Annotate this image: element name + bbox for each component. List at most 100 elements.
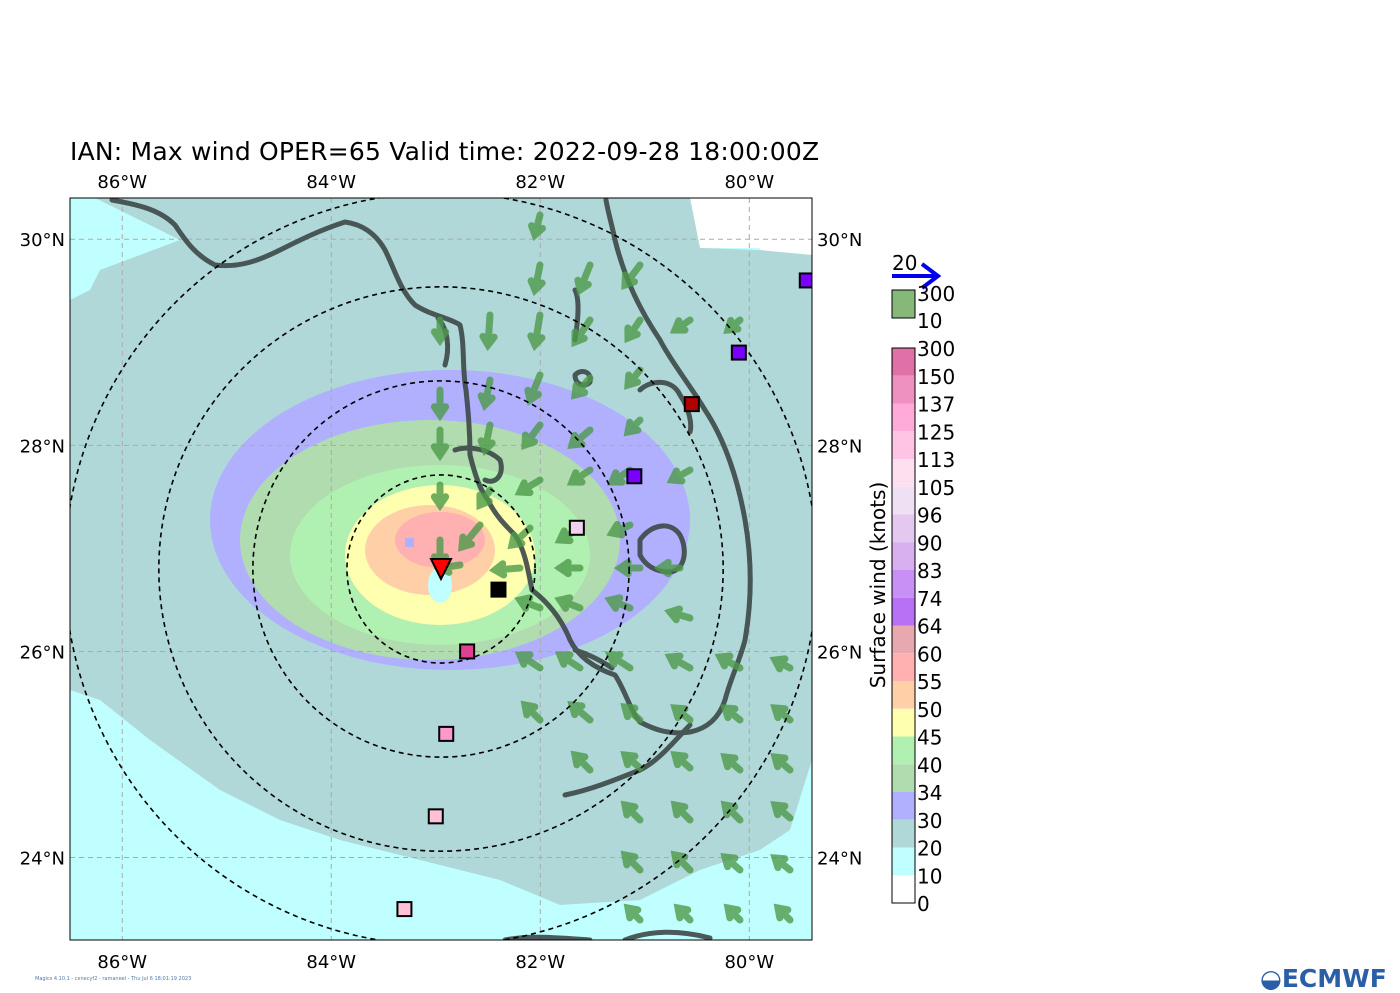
legend-color-swatch bbox=[892, 459, 915, 487]
legend-level-label: 10 bbox=[917, 864, 942, 888]
wind-arrow bbox=[566, 466, 594, 486]
wind-arrow bbox=[770, 854, 794, 874]
wind-arrow bbox=[479, 311, 498, 352]
range-ring bbox=[346, 474, 536, 664]
wind-field-spot bbox=[405, 538, 414, 547]
legend-color-swatch bbox=[892, 542, 915, 570]
wind-arrow bbox=[670, 850, 694, 874]
wind-arrow bbox=[620, 800, 644, 824]
wind-arrow bbox=[514, 651, 544, 672]
wind-arrow bbox=[458, 521, 484, 552]
wind-arrow bbox=[430, 386, 450, 422]
wind-arrow bbox=[430, 481, 450, 512]
wind-arrow bbox=[604, 651, 634, 672]
wind-arrow bbox=[567, 701, 594, 724]
legend-level-label: 96 bbox=[917, 504, 942, 528]
wind-arrow bbox=[664, 652, 694, 672]
storm-center-marker bbox=[429, 558, 453, 582]
wind-arrow bbox=[620, 850, 644, 874]
legend-level-label: 64 bbox=[917, 615, 942, 639]
wind-arrow bbox=[623, 416, 644, 437]
legend-color-swatch bbox=[892, 736, 915, 765]
wind-arrow bbox=[770, 752, 794, 774]
ecmwf-globe-icon: ◒ bbox=[1260, 964, 1282, 993]
wind-arrow bbox=[670, 704, 694, 724]
wind-arrow bbox=[624, 316, 644, 344]
wind-arrow bbox=[621, 261, 644, 290]
wind-arrow bbox=[770, 704, 794, 724]
wind-arrow bbox=[527, 261, 546, 297]
observation-marker bbox=[490, 581, 507, 598]
observation-marker bbox=[730, 344, 747, 361]
legend-color-swatch bbox=[892, 597, 915, 626]
lon-tick-label-top: 82°W bbox=[515, 172, 565, 193]
wind-arrow bbox=[554, 594, 584, 612]
legend-level-label: 60 bbox=[917, 642, 942, 666]
legend-color-swatch bbox=[892, 681, 915, 709]
wind-arrow bbox=[477, 376, 496, 412]
legend-green-box bbox=[891, 289, 916, 319]
legend-color-swatch bbox=[892, 486, 915, 515]
wind-arrow bbox=[570, 750, 594, 774]
wind-arrow bbox=[720, 852, 744, 874]
legend-level-label: 150 bbox=[917, 365, 955, 389]
wind-arrow bbox=[524, 371, 544, 406]
lon-tick-label-top: 80°W bbox=[724, 172, 774, 193]
legend: 2030010300150137125113105969083746460555… bbox=[866, 251, 955, 916]
legend-level-label: 45 bbox=[917, 726, 942, 750]
wind-arrow bbox=[669, 316, 694, 334]
wind-arrow bbox=[723, 903, 744, 924]
legend-level-label: 105 bbox=[917, 476, 955, 500]
legend-color-swatch bbox=[892, 403, 915, 432]
wind-arrow bbox=[720, 704, 744, 724]
lat-tick-label-left: 24°N bbox=[20, 849, 65, 870]
legend-color-swatch bbox=[892, 792, 915, 820]
lon-tick-label-bottom: 86°W bbox=[97, 952, 147, 973]
legend-color-swatch bbox=[892, 653, 915, 681]
wind-arrow bbox=[623, 903, 644, 924]
wind-arrow bbox=[620, 750, 644, 772]
range-rings bbox=[70, 198, 812, 940]
map-title: IAN: Max wind OPER=65 Valid time: 2022-0… bbox=[70, 137, 820, 166]
legend-colorbar-frame bbox=[891, 347, 916, 904]
legend-level-label: 125 bbox=[917, 420, 955, 444]
wind-arrow bbox=[604, 594, 634, 612]
observation-marker bbox=[427, 808, 444, 825]
wind-arrow bbox=[714, 652, 744, 672]
wind-arrow bbox=[553, 558, 584, 578]
legend-color-swatch bbox=[892, 431, 915, 459]
wind-arrow bbox=[670, 800, 694, 824]
wind-arrow bbox=[666, 466, 694, 485]
lon-tick-label-bottom: 82°W bbox=[515, 952, 565, 973]
legend-level-label: 83 bbox=[917, 559, 942, 583]
wind-arrow bbox=[670, 750, 694, 772]
legend-level-label: 0 bbox=[917, 892, 930, 916]
legend-level-label: 50 bbox=[917, 698, 942, 722]
wind-arrow bbox=[769, 655, 794, 673]
legend-level-label: 30 bbox=[917, 809, 942, 833]
lat-tick-label-right: 26°N bbox=[817, 642, 862, 663]
legend-color-swatch bbox=[892, 819, 915, 848]
observation-marker bbox=[459, 643, 476, 660]
range-ring bbox=[158, 286, 724, 852]
wind-arrow bbox=[620, 702, 644, 724]
observation-markers bbox=[396, 272, 812, 918]
wind-arrow bbox=[477, 421, 496, 457]
wind-arrow bbox=[571, 316, 594, 348]
wind-arrow bbox=[514, 594, 544, 612]
wind-arrow bbox=[488, 560, 524, 579]
wind-arrow bbox=[567, 426, 594, 449]
lat-tick-label-right: 28°N bbox=[817, 436, 862, 457]
wind-arrow bbox=[570, 374, 594, 400]
legend-level-label: 55 bbox=[917, 670, 942, 694]
legend-color-swatch bbox=[892, 708, 915, 737]
range-ring bbox=[252, 380, 630, 758]
legend-level-label: 74 bbox=[917, 587, 942, 611]
wind-arrow bbox=[606, 520, 634, 539]
wind-arrow bbox=[554, 651, 584, 672]
legend-color-swatch bbox=[892, 570, 915, 598]
legend-level-label: 137 bbox=[917, 393, 955, 417]
legend-green-box-label: 300 bbox=[917, 282, 955, 306]
lon-tick-label-bottom: 84°W bbox=[306, 952, 356, 973]
legend-level-label: 34 bbox=[917, 781, 942, 805]
